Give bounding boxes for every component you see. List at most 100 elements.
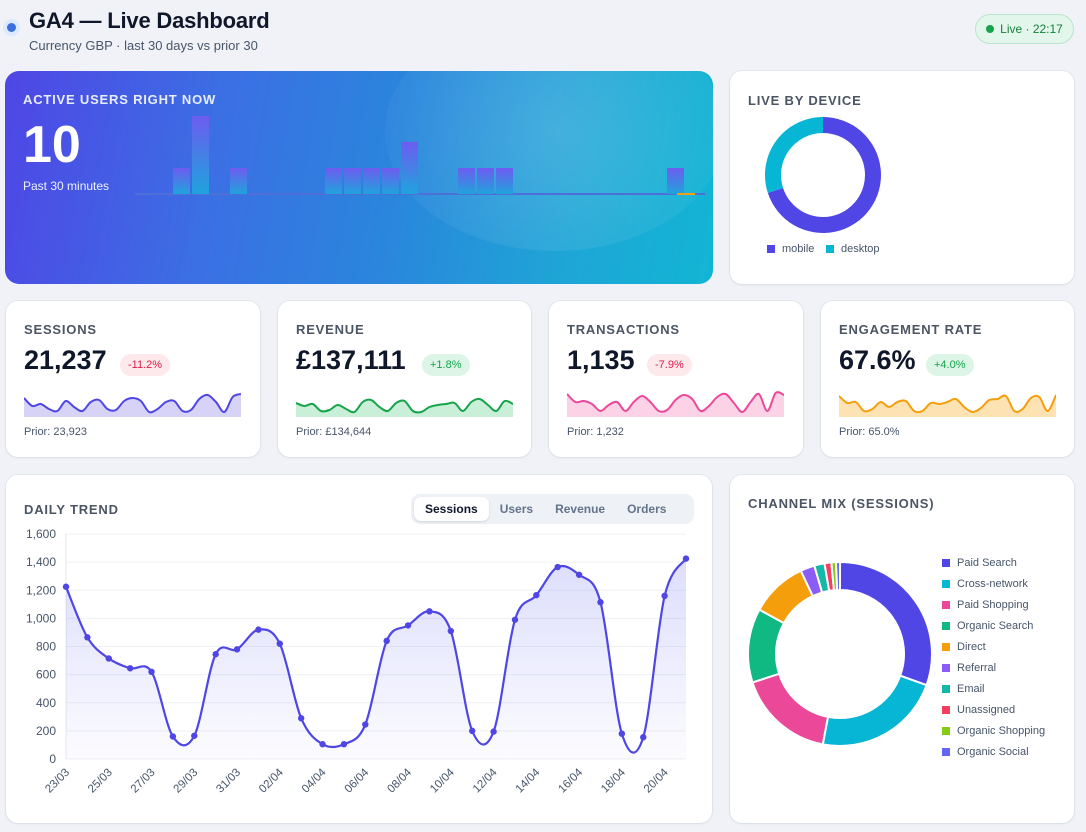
trend-point-21/04 <box>682 555 690 562</box>
page-subtitle: Currency GBP · last 30 days vs prior 30 <box>29 38 258 53</box>
minute-bar <box>192 116 209 194</box>
sparkline-area <box>567 392 784 417</box>
trend-point-02/04 <box>276 640 283 647</box>
trend-point-14/04 <box>533 591 540 599</box>
trend-point-28/03 <box>169 733 177 740</box>
daily-trend-title: DAILY TREND <box>24 502 119 517</box>
channel-mix-title: CHANNEL MIX (SESSIONS) <box>748 496 935 511</box>
header: GA4 — Live Dashboard Currency GBP · last… <box>0 0 1086 62</box>
x-tick-label: 04/04 <box>300 766 329 795</box>
minute-bar <box>325 168 342 194</box>
channel-slice <box>839 560 933 687</box>
x-tick-label: 16/04 <box>556 766 585 795</box>
kpi-delta-badge: +1.8% <box>422 354 470 376</box>
sparkline-line <box>567 391 784 413</box>
x-tick-label: 14/04 <box>514 766 543 795</box>
legend-swatch <box>942 684 950 693</box>
trend-point-23/03 <box>62 583 70 590</box>
tab-users[interactable]: Users <box>499 502 534 516</box>
kpi-delta-badge: +4.0% <box>926 354 974 376</box>
trend-point-10/04 <box>447 627 455 635</box>
legend-swatch <box>942 600 950 609</box>
kpi-card-transactions: TRANSACTIONS 1,135 -7.9% Prior: 1,232 <box>549 301 803 457</box>
minute-bar <box>230 168 247 194</box>
kpi-label: ENGAGEMENT RATE <box>839 322 983 337</box>
legend-swatch <box>942 747 950 756</box>
trend-point-15/04 <box>554 563 561 571</box>
device-slice-desktop <box>765 117 823 193</box>
channel-legend-item: Referral <box>942 657 1045 678</box>
x-tick-label: 29/03 <box>172 767 201 796</box>
legend-swatch <box>942 663 950 672</box>
trend-point-30/03 <box>212 651 219 658</box>
kpi-prior: Prior: 1,232 <box>567 426 624 438</box>
sparkline-line <box>24 393 241 414</box>
x-tick-label: 25/03 <box>86 767 115 796</box>
kpi-sparkline <box>24 393 241 417</box>
kpi-delta-badge: -7.9% <box>647 354 692 376</box>
channel-mix-card: CHANNEL MIX (SESSIONS) <box>730 475 1074 823</box>
kpi-sparkline <box>296 397 513 417</box>
trend-point-27/03 <box>148 668 155 676</box>
minute-bar <box>458 168 475 194</box>
tab-sessions[interactable]: Sessions <box>414 497 489 521</box>
legend-swatch <box>826 245 834 253</box>
channel-slice <box>834 560 841 592</box>
x-tick-label: 10/04 <box>428 766 457 795</box>
trend-point-25/03 <box>105 655 112 662</box>
kpi-label: REVENUE <box>296 322 365 337</box>
trend-point-18/04 <box>618 730 626 737</box>
kpi-value: 1,135 <box>567 345 635 375</box>
kpi-card-engagement-rate: ENGAGEMENT RATE 67.6% +4.0% Prior: 65.0% <box>821 301 1074 457</box>
minute-bar <box>173 168 190 194</box>
kpi-prior: Prior: 23,923 <box>24 426 87 438</box>
kpi-label: TRANSACTIONS <box>567 322 680 337</box>
active-users-label: ACTIVE USERS RIGHT NOW <box>23 92 217 107</box>
active-users-period: Past 30 minutes <box>23 179 110 193</box>
trend-point-11/04 <box>469 727 476 735</box>
page-title: GA4 — Live Dashboard <box>29 8 270 33</box>
trend-point-26/03 <box>126 665 134 672</box>
legend-mobile: mobile <box>767 243 814 255</box>
x-tick-label: 23/03 <box>43 767 72 796</box>
y-tick-label: 800 <box>36 640 56 654</box>
x-tick-label: 27/03 <box>129 767 158 796</box>
live-status-badge: Live · 22:17 <box>975 14 1074 44</box>
channel-legend-item: Email <box>942 678 1045 699</box>
trend-point-08/04 <box>404 622 412 629</box>
legend-label: Organic Search <box>957 619 1034 632</box>
y-tick-label: 1,600 <box>26 527 56 541</box>
channel-legend-item: Unassigned <box>942 699 1045 720</box>
legend-label: Email <box>957 682 985 695</box>
x-tick-label: 18/04 <box>599 766 628 795</box>
y-tick-label: 0 <box>49 752 56 766</box>
kpi-value: 21,237 <box>24 345 107 375</box>
tab-orders[interactable]: Orders <box>627 502 667 516</box>
device-card-title: LIVE BY DEVICE <box>748 93 862 108</box>
logo-icon <box>3 19 20 36</box>
y-tick-label: 200 <box>36 724 56 738</box>
channel-legend-item: Organic Search <box>942 615 1045 636</box>
legend-swatch <box>942 579 950 588</box>
legend-swatch <box>942 558 950 567</box>
kpi-value: £137,111 <box>296 345 406 375</box>
legend-label: Organic Social <box>957 745 1029 758</box>
channel-slice <box>751 672 830 746</box>
device-donut-chart <box>765 117 881 233</box>
active-users-value: 10 <box>23 116 81 174</box>
legend-label: Paid Search <box>957 556 1017 569</box>
legend-swatch <box>767 245 775 253</box>
sparkline-area <box>24 394 241 417</box>
trend-point-09/04 <box>426 608 433 615</box>
minute-bar <box>363 168 380 194</box>
x-tick-label: 31/03 <box>214 767 243 796</box>
channel-legend-item: Cross-network <box>942 573 1045 594</box>
live-status-text: Live · 22:17 <box>1000 22 1063 36</box>
x-tick-label: 02/04 <box>257 766 286 795</box>
legend-label: Referral <box>957 661 997 674</box>
x-tick-label: 08/04 <box>385 766 414 795</box>
kpi-sparkline <box>839 394 1056 417</box>
trend-point-29/03 <box>191 732 198 739</box>
daily-trend-card: DAILY TREND Sessions Users Revenue Order… <box>6 475 712 823</box>
tab-revenue[interactable]: Revenue <box>555 502 606 516</box>
